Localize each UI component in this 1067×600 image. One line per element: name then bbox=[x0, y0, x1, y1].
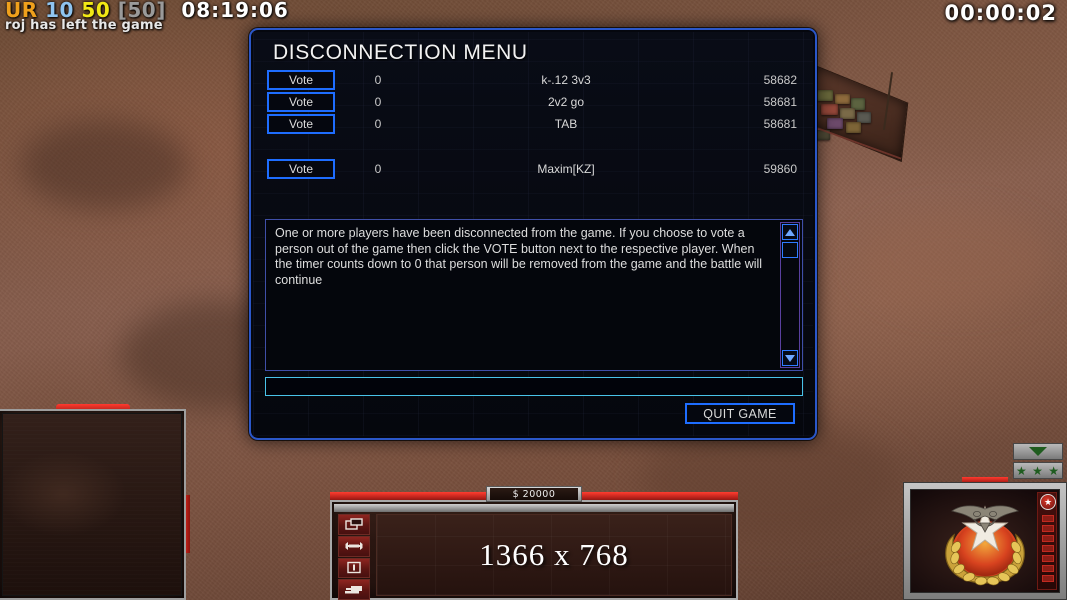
command-bar: 1366 x 768 bbox=[330, 500, 738, 600]
vote-button[interactable]: Vote bbox=[267, 159, 335, 179]
hud-player-tag: UR bbox=[5, 0, 38, 22]
vote-count-cell: 0 bbox=[374, 73, 382, 87]
power-segment bbox=[1042, 565, 1054, 572]
scrollbar-thumb[interactable] bbox=[782, 242, 798, 258]
message-scrollbar[interactable] bbox=[780, 222, 800, 368]
hud-value-1: 10 bbox=[45, 0, 74, 22]
terrain-patch bbox=[20, 120, 190, 210]
crate bbox=[817, 90, 833, 101]
power-meter: ★ bbox=[1037, 492, 1057, 590]
player-name-cell: Maxim[KZ] bbox=[537, 162, 595, 176]
player-id-cell: 58682 bbox=[763, 73, 797, 87]
hud-value-3: [50] bbox=[117, 0, 166, 22]
supply-structure bbox=[805, 63, 925, 188]
minimap-view[interactable]: ★ bbox=[910, 489, 1060, 593]
hud-game-clock: 08:19:06 bbox=[181, 0, 289, 22]
general-buttons: ★ ★ ★ bbox=[1013, 443, 1063, 481]
power-segment bbox=[1042, 515, 1054, 522]
crate bbox=[835, 94, 850, 104]
promote-chevron-icon[interactable] bbox=[1013, 443, 1063, 460]
scroll-down-arrow-icon[interactable] bbox=[782, 350, 798, 366]
player-id-cell: 58681 bbox=[763, 117, 797, 131]
vote-button[interactable]: Vote bbox=[267, 114, 335, 134]
hud-countdown-timer: 00:00:02 bbox=[944, 1, 1057, 25]
money-value: $ 20000 bbox=[490, 488, 578, 500]
crate bbox=[815, 130, 830, 140]
chat-input[interactable] bbox=[265, 377, 803, 396]
disconnect-message-text: One or more players have been disconnect… bbox=[275, 226, 763, 287]
power-segment bbox=[1042, 535, 1054, 542]
crate bbox=[827, 118, 843, 129]
left-panel-red-edge bbox=[184, 495, 190, 553]
crate bbox=[846, 122, 861, 133]
player-id-cell: 58681 bbox=[763, 95, 797, 109]
minimap-red-tab bbox=[962, 477, 1008, 483]
crate bbox=[851, 98, 865, 110]
hud-left-panel[interactable] bbox=[0, 409, 186, 600]
hud-value-2: 50 bbox=[81, 0, 111, 22]
disconnection-dialog: DISCONNECTION MENU Vote 0 k-.12 3v3 5868… bbox=[249, 28, 817, 440]
triangle-up-glyph bbox=[785, 228, 795, 236]
wrench-glyph bbox=[345, 542, 363, 551]
vote-count-cell: 0 bbox=[374, 162, 382, 176]
crate bbox=[821, 104, 838, 115]
vote-button[interactable]: Vote bbox=[267, 70, 335, 90]
resolution-label: 1366 x 768 bbox=[479, 537, 629, 572]
hud-top-left: UR 10 50 [50] 08:19:06 roj has left the … bbox=[5, 0, 289, 33]
table-row: Vote 0 2v2 go 58681 bbox=[267, 91, 803, 113]
table-row: Vote 0 Maxim[KZ] 59860 bbox=[267, 158, 803, 180]
command-bar-top-strip bbox=[334, 504, 734, 512]
money-plate: $ 20000 bbox=[486, 486, 582, 502]
vote-table: Vote 0 k-.12 3v3 58682 Vote 0 2v2 go 586… bbox=[267, 69, 803, 180]
vote-count-cell: 0 bbox=[374, 117, 382, 131]
structures-icon[interactable] bbox=[338, 514, 370, 535]
command-button-column bbox=[338, 514, 372, 600]
power-segment bbox=[1042, 555, 1054, 562]
faction-emblem bbox=[945, 505, 1025, 586]
dialog-title: DISCONNECTION MENU bbox=[273, 41, 528, 64]
beacon-glyph bbox=[345, 585, 362, 594]
power-segment bbox=[1042, 525, 1054, 532]
power-segment bbox=[1042, 545, 1054, 552]
beacon-icon[interactable] bbox=[338, 579, 370, 600]
structures-glyph bbox=[345, 518, 363, 531]
rank-stars-label: ★ ★ ★ bbox=[1016, 463, 1060, 478]
hud-stats-line: UR 10 50 [50] 08:19:06 bbox=[5, 0, 289, 20]
rank-stars-icon[interactable]: ★ ★ ★ bbox=[1013, 462, 1063, 479]
left-panel-red-tab bbox=[56, 404, 130, 413]
sell-glyph bbox=[347, 562, 361, 574]
table-row: Vote 0 k-.12 3v3 58682 bbox=[267, 69, 803, 91]
quit-game-button[interactable]: QUIT GAME bbox=[685, 403, 795, 424]
player-name-cell: TAB bbox=[554, 117, 578, 131]
message-box: One or more players have been disconnect… bbox=[265, 219, 803, 371]
sell-icon[interactable] bbox=[338, 557, 370, 579]
vote-count-cell: 0 bbox=[374, 95, 382, 109]
crate bbox=[840, 108, 855, 119]
minimap-panel[interactable]: ★ bbox=[903, 482, 1067, 600]
vote-button[interactable]: Vote bbox=[267, 92, 335, 112]
repair-wrench-icon[interactable] bbox=[338, 535, 370, 557]
triangle-down-glyph bbox=[785, 354, 795, 362]
build-palette-area[interactable]: 1366 x 768 bbox=[376, 514, 732, 596]
crate bbox=[857, 112, 871, 123]
player-name-cell: k-.12 3v3 bbox=[541, 73, 591, 87]
chevron-down-icon bbox=[1029, 447, 1047, 456]
hud-notice-text: roj has left the game bbox=[5, 18, 163, 33]
terrain-patch bbox=[860, 210, 1050, 310]
scroll-up-arrow-icon[interactable] bbox=[782, 224, 798, 240]
player-id-cell: 59860 bbox=[763, 162, 797, 176]
power-badge-icon: ★ bbox=[1040, 494, 1056, 510]
power-segment bbox=[1042, 575, 1054, 582]
table-row: Vote 0 TAB 58681 bbox=[267, 113, 803, 135]
player-name-cell: 2v2 go bbox=[547, 95, 585, 109]
hud-left-panel-inner bbox=[2, 413, 182, 596]
